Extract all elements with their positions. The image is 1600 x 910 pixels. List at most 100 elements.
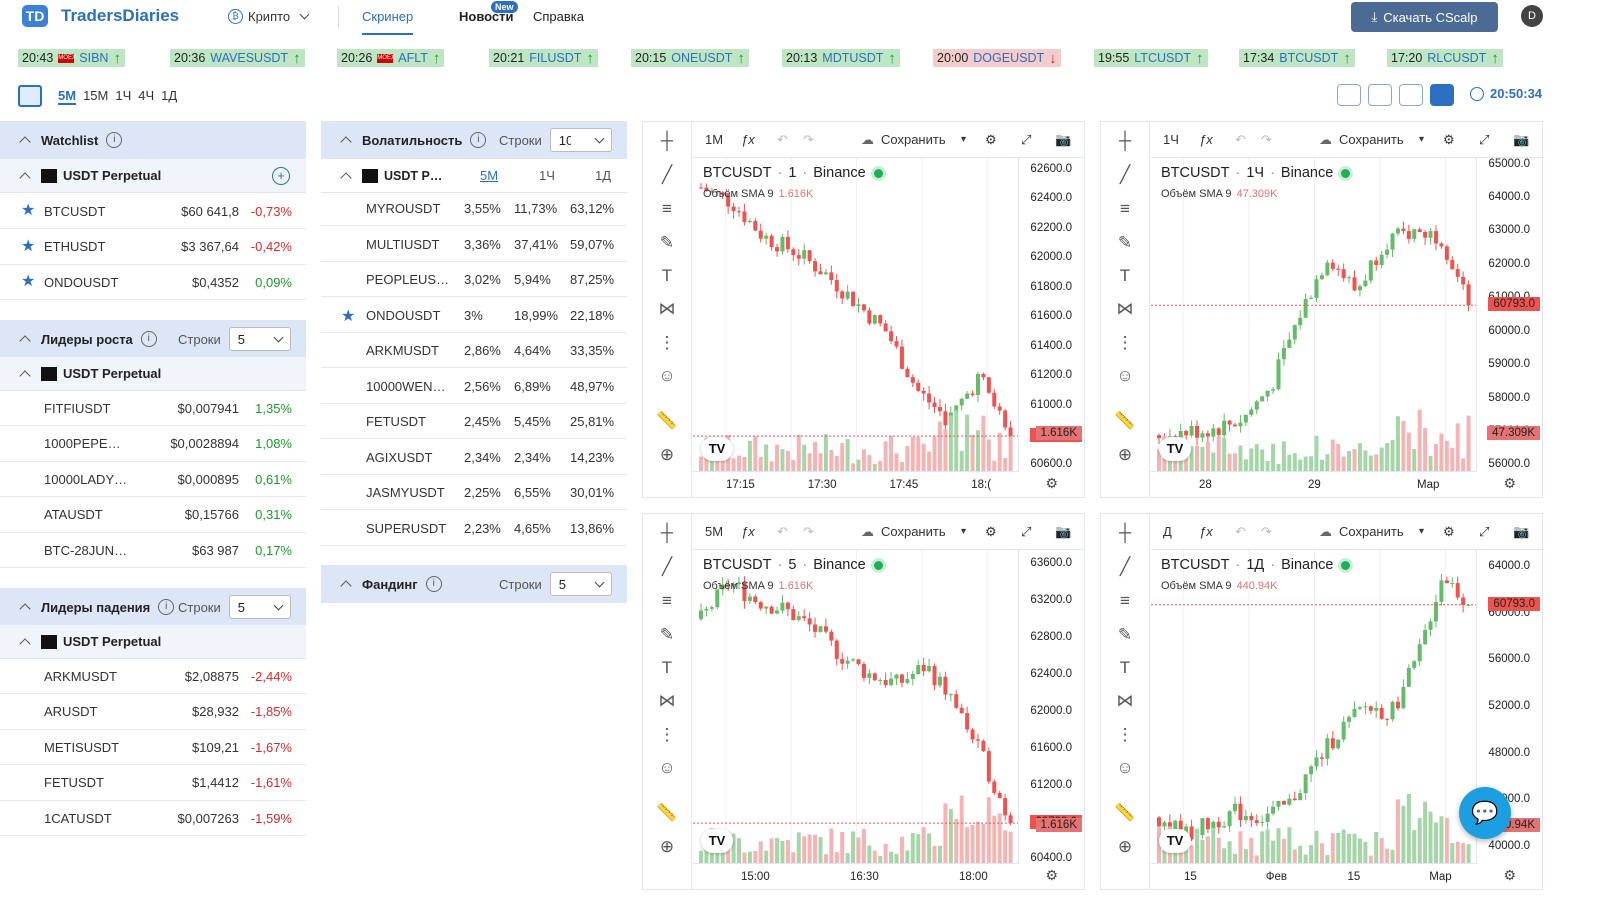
chevron-down-icon[interactable]: ▾ <box>1419 526 1425 537</box>
camera-icon[interactable]: 📷 <box>1513 524 1530 539</box>
trendline-icon[interactable]: ╱ <box>661 557 673 576</box>
funding-header[interactable]: Фандинг i Строки 5 <box>321 565 627 603</box>
projection-icon[interactable]: ⋮ <box>1116 333 1134 352</box>
timeframe-1[interactable]: 15М <box>83 87 109 103</box>
rows-select[interactable]: 5 <box>228 595 291 619</box>
volatility-row[interactable]: SUPERUSDT 2,23% 4,65% 13,86% <box>321 511 627 546</box>
cloud-icon[interactable]: ☁ <box>861 524 874 539</box>
brush-icon[interactable]: ✎ <box>1117 233 1133 252</box>
losers-group[interactable]: USDT Perpetual <box>0 625 306 659</box>
volatility-row[interactable]: JASMYUSDT 2,25% 6,55% 30,01% <box>321 475 627 510</box>
projection-icon[interactable]: ⋮ <box>658 333 676 352</box>
ticker-item[interactable]: 19:55 LTCUSDT ↑ <box>1094 49 1208 67</box>
info-icon[interactable]: i <box>425 576 442 592</box>
ruler-icon[interactable]: 📏 <box>656 411 678 430</box>
volatility-row[interactable]: MYROUSDT 3,55% 11,73% 63,12% <box>321 191 627 226</box>
crosshair-icon[interactable]: ┼ <box>660 523 674 542</box>
volatility-header[interactable]: Волатильность i Строки 10 <box>321 121 627 159</box>
price-plot[interactable] <box>693 550 1020 864</box>
fib-icon[interactable]: ≡ <box>1120 591 1130 610</box>
rows-select[interactable]: 5 <box>549 572 612 596</box>
brush-icon[interactable]: ✎ <box>659 625 675 644</box>
list-item[interactable]: METISUSDT $109,21 -1,67% <box>0 730 306 765</box>
undo-icon[interactable]: ↶ <box>1235 132 1246 147</box>
chart-panel[interactable]: ┼ ╱ ≡ ✎ T ⋈ ⋮ ☺ 📏 ⊕ 5М ƒx ↶ ↷ ☁ Сохранить ▾ ⚙ ⤢ 📷 BTCUSDT · 5 ·… <box>642 513 1085 890</box>
timeframe-0[interactable]: 5М <box>58 87 77 105</box>
timeframe-4[interactable]: 1Д <box>161 87 178 103</box>
list-item[interactable]: ★ ETHUSDT $3 367,64 -0,42% <box>0 230 306 265</box>
ruler-icon[interactable]: 📏 <box>1114 803 1136 822</box>
axis-settings-icon[interactable]: ⚙ <box>1045 475 1058 491</box>
list-item[interactable]: FETUSDT $1,4412 -1,61% <box>0 766 306 801</box>
settings-icon[interactable]: ⚙ <box>985 132 997 147</box>
info-icon[interactable]: i <box>470 132 487 148</box>
interval-selector[interactable]: 5М <box>705 524 724 539</box>
indicators-icon[interactable]: ƒx <box>741 132 755 147</box>
zoom-icon[interactable]: ⊕ <box>1117 837 1133 856</box>
gainers-header[interactable]: Лидеры роста i Строки 5 <box>0 320 306 358</box>
crypto-dropdown[interactable]: ₿ Крипто <box>228 9 310 24</box>
interval-selector[interactable]: 1Ч <box>1163 132 1179 147</box>
time-axis[interactable]: 17:15 17:30 17:45 18:( <box>693 471 1018 497</box>
trendline-icon[interactable]: ╱ <box>661 165 673 184</box>
chevron-down-icon[interactable]: ▾ <box>961 526 967 537</box>
projection-icon[interactable]: ⋮ <box>658 725 676 744</box>
fullscreen-icon[interactable]: ⤢ <box>1021 524 1032 539</box>
logo-icon[interactable]: TD <box>22 5 48 27</box>
chat-icon[interactable]: 💬 <box>1459 787 1511 839</box>
indicators-icon[interactable]: ƒx <box>1199 524 1213 539</box>
rows-select[interactable]: 5 <box>228 327 291 351</box>
timeframe-3[interactable]: 4Ч <box>138 87 155 103</box>
chart-panel[interactable]: ┼ ╱ ≡ ✎ T ⋈ ⋮ ☺ 📏 ⊕ 1Ч ƒx ↶ ↷ ☁ Сохранить ▾ ⚙ ⤢ 📷 BTCUSDT · 1Ч… <box>1100 121 1543 498</box>
fib-icon[interactable]: ≡ <box>662 591 672 610</box>
list-item[interactable]: ★ ONDOUSDT $0,4352 0,09% <box>0 265 306 300</box>
col-1h[interactable]: 1Ч <box>539 168 555 183</box>
save-button[interactable]: Сохранить <box>1339 524 1404 539</box>
star-icon[interactable]: ★ <box>341 307 356 325</box>
list-item[interactable]: 1000PEPE… $0,0028894 1,08% <box>0 427 306 462</box>
ticker-item[interactable]: 20:00 DOGEUSDT ↓ <box>933 49 1061 67</box>
losers-header[interactable]: Лидеры падения i Строки 5 <box>0 588 306 626</box>
projection-icon[interactable]: ⋮ <box>1116 725 1134 744</box>
volatility-row[interactable]: AGIXUSDT 2,34% 2,34% 14,23% <box>321 440 627 475</box>
text-icon[interactable]: T <box>1119 658 1131 677</box>
text-icon[interactable]: T <box>1119 266 1131 285</box>
cloud-icon[interactable]: ☁ <box>861 132 874 147</box>
avatar[interactable]: D <box>1521 5 1543 27</box>
layout-toggle-icon[interactable] <box>18 85 42 107</box>
zoom-icon[interactable]: ⊕ <box>659 837 675 856</box>
list-item[interactable]: 1CATUSDT $0,007263 -1,59% <box>0 801 306 836</box>
settings-icon[interactable]: ⚙ <box>1443 524 1455 539</box>
trendline-icon[interactable]: ╱ <box>1119 165 1131 184</box>
pattern-icon[interactable]: ⋈ <box>658 299 676 318</box>
star-icon[interactable]: ★ <box>21 202 36 219</box>
gainers-group[interactable]: USDT Perpetual <box>0 357 306 391</box>
save-button[interactable]: Сохранить <box>881 524 946 539</box>
nav-help[interactable]: Справка <box>533 9 584 24</box>
nav-screener[interactable]: Скринер <box>362 9 414 35</box>
info-icon[interactable]: i <box>140 331 157 347</box>
chart-panel[interactable]: ┼ ╱ ≡ ✎ T ⋈ ⋮ ☺ 📏 ⊕ 1М ƒx ↶ ↷ ☁ Сохранить ▾ ⚙ ⤢ 📷 BTCUSDT · 1 ·… <box>642 121 1085 498</box>
volatility-row[interactable]: ARKMUSDT 2,86% 4,64% 33,35% <box>321 333 627 368</box>
price-plot[interactable] <box>1151 158 1478 472</box>
interval-selector[interactable]: 1М <box>705 132 724 147</box>
emoji-icon[interactable]: ☺ <box>658 758 676 777</box>
fib-icon[interactable]: ≡ <box>662 199 672 218</box>
emoji-icon[interactable]: ☺ <box>1116 366 1134 385</box>
indicators-icon[interactable]: ƒx <box>741 524 755 539</box>
text-icon[interactable]: T <box>661 658 673 677</box>
ticker-item[interactable]: 20:36 WAVESUSDT ↑ <box>170 49 305 67</box>
text-icon[interactable]: T <box>661 266 673 285</box>
volatility-row[interactable]: ★ ONDOUSDT 3% 18,99% 22,18% <box>321 298 627 333</box>
undo-icon[interactable]: ↶ <box>777 132 788 147</box>
ticker-item[interactable]: 20:21 FILUSDT ↑ <box>489 49 598 67</box>
volatility-row[interactable]: FETUSDT 2,45% 5,45% 25,81% <box>321 404 627 439</box>
brush-icon[interactable]: ✎ <box>1117 625 1133 644</box>
col-5m[interactable]: 5М <box>480 168 499 183</box>
chevron-up-icon[interactable] <box>340 171 352 184</box>
time-axis[interactable]: 28 29 Мар <box>1151 471 1476 497</box>
zoom-icon[interactable]: ⊕ <box>1117 445 1133 464</box>
ticker-item[interactable]: 17:20 RLCUSDT ↑ <box>1387 49 1503 67</box>
chevron-down-icon[interactable]: ▾ <box>961 134 967 145</box>
price-axis[interactable]: 63600.0 63200.0 62800.0 62400.0 62000.0 61600… <box>1018 550 1084 864</box>
